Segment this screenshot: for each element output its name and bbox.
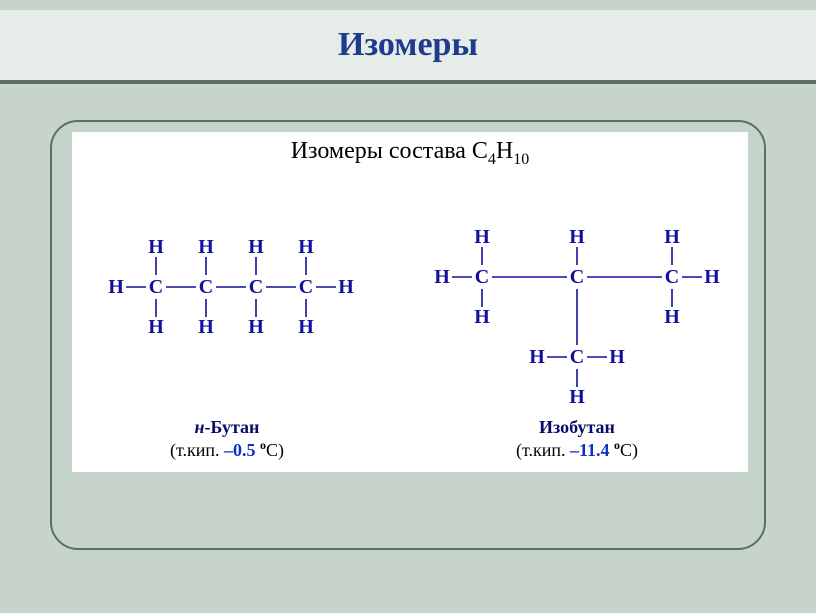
n-butane-name-line: н-Бутан (112, 417, 342, 438)
svg-text:H: H (198, 316, 214, 338)
svg-text:H: H (148, 316, 164, 338)
n-butane-bp-unit: C) (266, 440, 284, 460)
svg-text:H: H (148, 236, 164, 258)
isobutane-bp-line: (т.кип. –11.4 oC) (462, 438, 692, 461)
svg-text:H: H (248, 316, 264, 338)
n-butane-label: н-Бутан (т.кип. –0.5 oC) (112, 417, 342, 461)
svg-text:C: C (475, 266, 489, 288)
svg-text:C: C (665, 266, 679, 288)
content-panel: Изомеры состава C4H10 HHCHHCHHCHHCHH HHC… (72, 132, 748, 472)
svg-text:C: C (299, 276, 313, 298)
n-butane-bp-open: (т.кип. (170, 440, 224, 460)
isobutane-bp-open: (т.кип. (516, 440, 570, 460)
svg-text:C: C (570, 346, 584, 368)
svg-text:H: H (198, 236, 214, 258)
svg-text:H: H (248, 236, 264, 258)
n-butane-bp-line: (т.кип. –0.5 oC) (112, 438, 342, 461)
title-underline (0, 80, 816, 84)
isobutane-bp-value: –11.4 (570, 440, 610, 460)
svg-text:H: H (664, 226, 680, 248)
isobutane-name: Изобутан (539, 417, 615, 437)
svg-text:H: H (338, 276, 354, 298)
svg-text:C: C (199, 276, 213, 298)
svg-text:H: H (298, 316, 314, 338)
svg-text:H: H (664, 306, 680, 328)
isobutane-label: Изобутан (т.кип. –11.4 oC) (462, 417, 692, 461)
n-butane-prefix: н (195, 417, 205, 437)
svg-text:H: H (474, 306, 490, 328)
svg-text:H: H (569, 226, 585, 248)
subtitle: Изомеры состава C4H10 (72, 138, 748, 169)
svg-text:H: H (609, 346, 625, 368)
subtitle-sub2: 10 (513, 151, 529, 168)
n-butane-structure: HHCHHCHHCHHCHH (76, 182, 386, 352)
n-butane-name: Бутан (211, 417, 260, 437)
isobutane-structure: HHCHHCHCHHHCHH (412, 182, 742, 412)
subtitle-mid: H (496, 138, 513, 164)
svg-text:H: H (704, 266, 720, 288)
page-title: Изомеры (338, 26, 478, 64)
svg-text:H: H (474, 226, 490, 248)
isobutane-bp-unit: C) (620, 440, 638, 460)
svg-text:C: C (149, 276, 163, 298)
title-banner: Изомеры (0, 10, 816, 80)
isobutane-name-line: Изобутан (462, 417, 692, 438)
svg-text:H: H (434, 266, 450, 288)
svg-text:H: H (529, 346, 545, 368)
n-butane-bp-value: –0.5 (224, 440, 256, 460)
svg-text:C: C (249, 276, 263, 298)
svg-text:H: H (298, 236, 314, 258)
svg-text:H: H (108, 276, 124, 298)
svg-text:H: H (569, 386, 585, 408)
subtitle-prefix: Изомеры состава C (291, 138, 488, 164)
svg-text:C: C (570, 266, 584, 288)
subtitle-sub1: 4 (488, 151, 496, 168)
content-card: Изомеры состава C4H10 HHCHHCHHCHHCHH HHC… (50, 120, 766, 550)
